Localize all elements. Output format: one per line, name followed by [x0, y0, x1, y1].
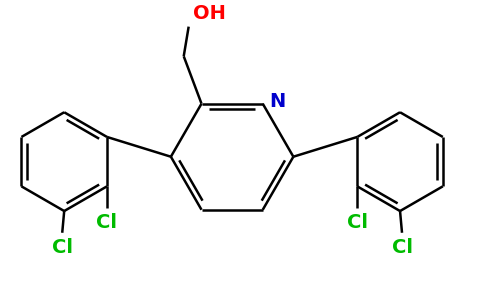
Text: Cl: Cl — [392, 238, 412, 257]
Text: OH: OH — [193, 4, 226, 23]
Text: Cl: Cl — [96, 213, 118, 232]
Text: N: N — [270, 92, 286, 111]
Text: Cl: Cl — [347, 213, 368, 232]
Text: Cl: Cl — [52, 238, 73, 257]
